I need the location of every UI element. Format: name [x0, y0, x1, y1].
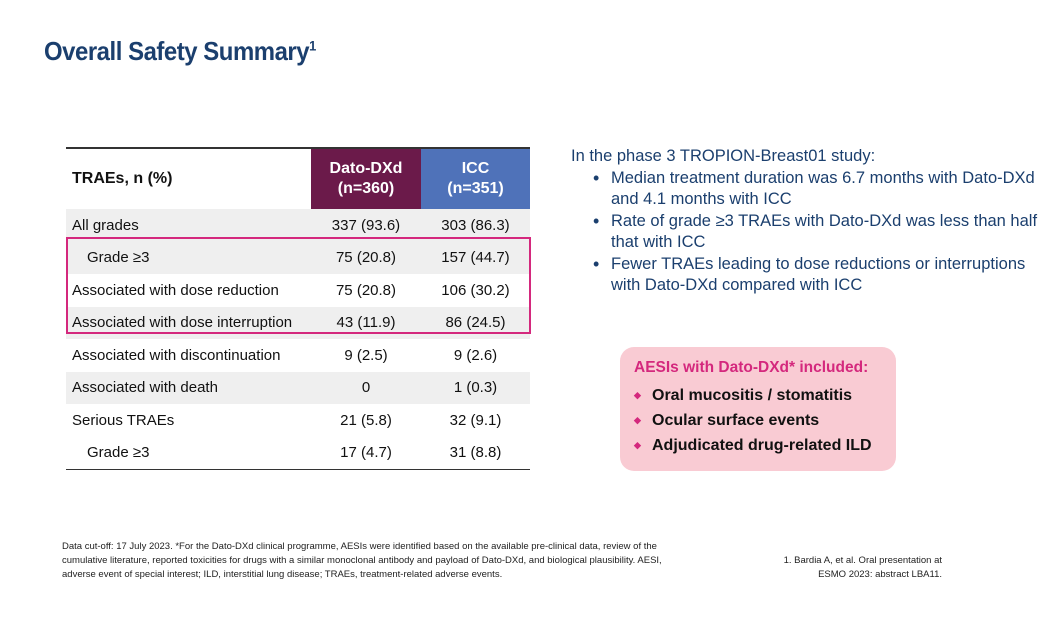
summary-bullet: Rate of grade ≥3 TRAEs with Dato-DXd was… — [591, 211, 1038, 254]
table-row: Associated with dose reduction 75 (20.8) 1… — [72, 281, 510, 299]
summary-bullet: Fewer TRAEs leading to dose reductions o… — [591, 254, 1038, 297]
aesi-item: ◆ Adjudicated drug-related ILD — [634, 436, 872, 454]
aesi-heading: AESIs with Dato-DXd* included: — [634, 359, 869, 376]
summary-intro: In the phase 3 TROPION-Breast01 study: — [571, 147, 876, 165]
diamond-bullet-icon: ◆ — [634, 440, 641, 450]
table-row: Associated with death 0 1 (0.3) — [66, 371, 530, 404]
reference: 1. Bardia A, et al. Oral presentation at… — [783, 555, 942, 580]
diamond-bullet-icon: ◆ — [634, 390, 641, 400]
summary-bullet: Median treatment duration was 6.7 months… — [591, 168, 1038, 211]
table-row: Grade ≥3 17 (4.7) 31 (8.8) — [66, 437, 530, 469]
header-icc: ICC (n=351) — [421, 148, 530, 209]
aesi-item: ◆ Oral mucositis / stomatitis — [634, 386, 853, 404]
table-row: Serious TRAEs 21 (5.8) 32 (9.1) — [72, 411, 502, 429]
table-row: Associated with discontinuation 9 (2.5) 9 … — [72, 346, 498, 364]
study-summary: In the phase 3 TROPION-Breast01 study: M… — [571, 146, 1038, 297]
highlight-box — [66, 237, 531, 334]
footnote: Data cut-off: 17 July 2023. *For the Dat… — [62, 541, 662, 580]
aesi-item: ◆ Ocular surface events — [634, 411, 820, 429]
header-label: TRAEs, n (%) — [72, 170, 173, 187]
page-title: Overall Safety Summary1 — [44, 36, 316, 66]
aesi-box: AESIs with Dato-DXd* included: ◆ Oral muc… — [620, 347, 896, 471]
table-row: All grades 337 (93.6) 303 (86.3) — [66, 209, 530, 242]
diamond-bullet-icon: ◆ — [634, 415, 641, 425]
trae-table: TRAEs, n (%) Dato-DXd (n=360) ICC (n=351) … — [66, 147, 530, 470]
table-row: Grade ≥3 75 (20.8) 157 (44.7) — [66, 241, 530, 274]
header-dato: Dato-DXd (n=360) — [311, 148, 421, 209]
